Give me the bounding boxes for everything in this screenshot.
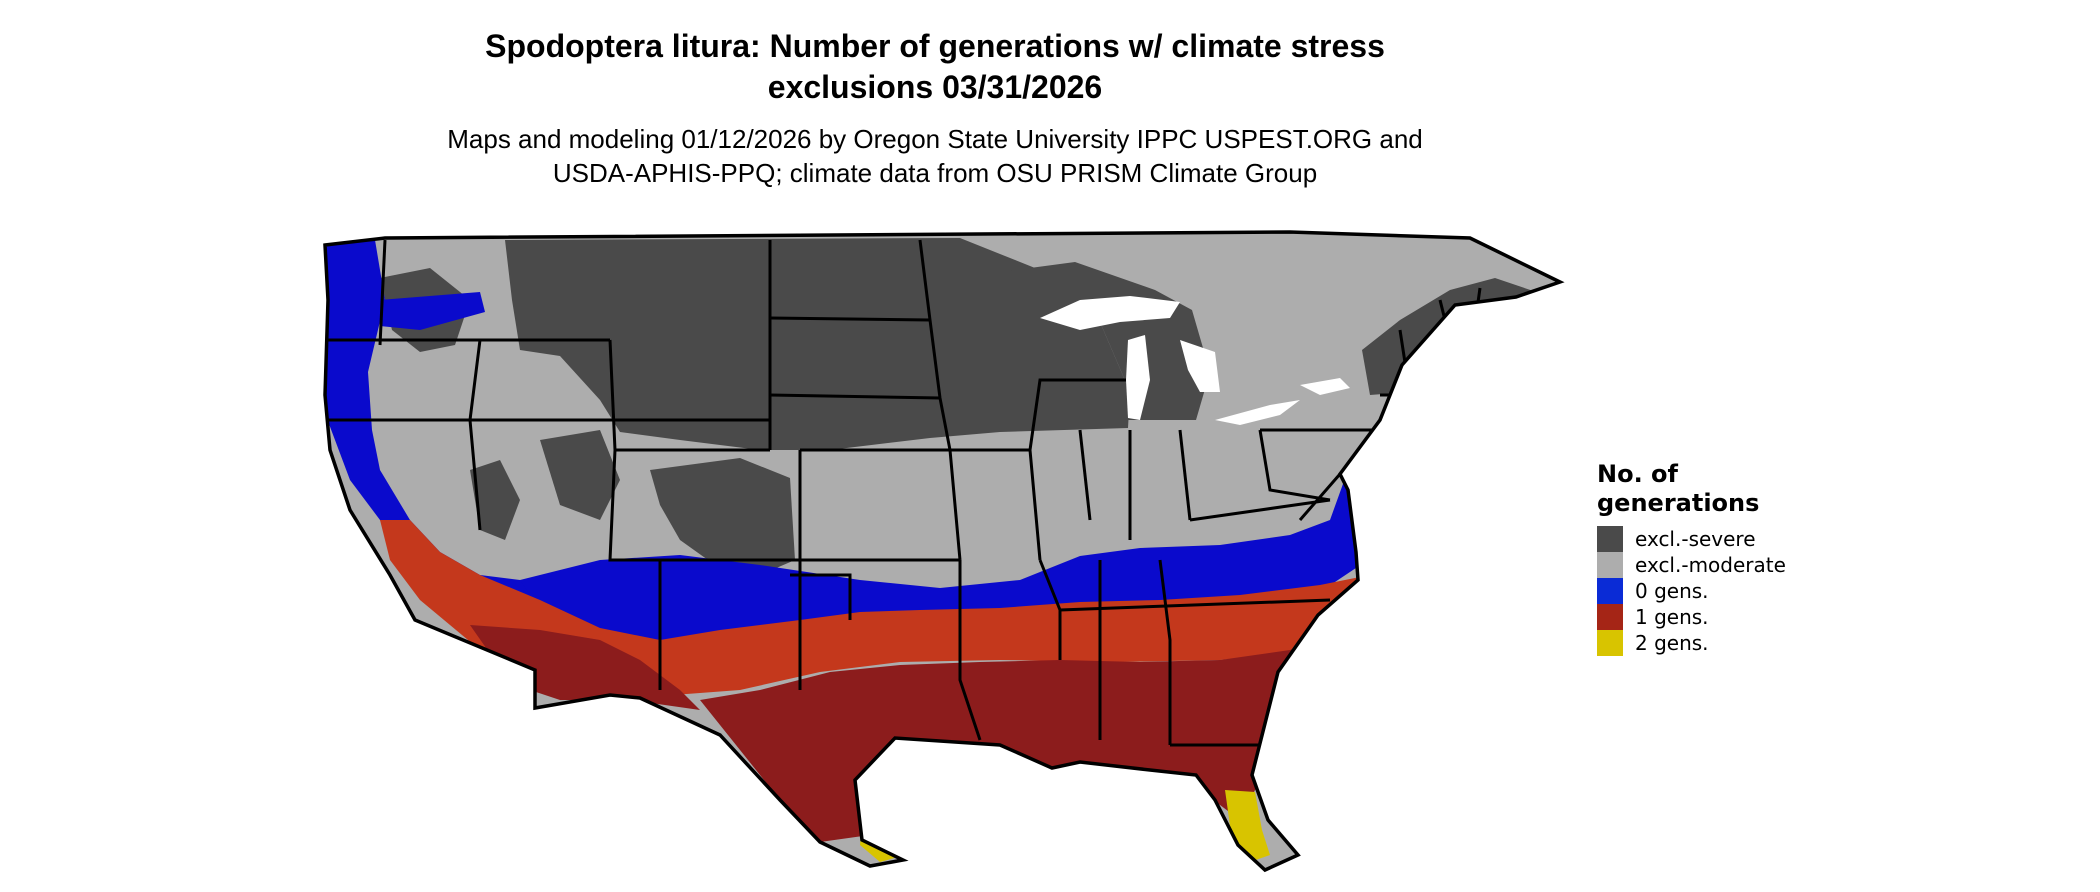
one-gens-dark-desert-southwest bbox=[470, 625, 700, 710]
map-title: Spodoptera litura: Number of generations… bbox=[0, 26, 1870, 108]
lake-huron bbox=[1180, 340, 1220, 392]
legend-item: 2 gens. bbox=[1597, 630, 1786, 656]
legend-item: 1 gens. bbox=[1597, 604, 1786, 630]
map-subtitle: Maps and modeling 01/12/2026 by Oregon S… bbox=[0, 122, 1870, 190]
map-subtitle-line1: Maps and modeling 01/12/2026 by Oregon S… bbox=[447, 124, 1423, 154]
legend-label: 0 gens. bbox=[1635, 579, 1709, 603]
one-gens-light-southern-band bbox=[380, 520, 1372, 696]
zero-gens-southern-belt bbox=[520, 470, 1370, 672]
legend-label: excl.-moderate bbox=[1635, 553, 1786, 577]
legend-swatch bbox=[1597, 552, 1623, 578]
legend-swatch bbox=[1597, 604, 1623, 630]
one-gens-dark-gulf-south bbox=[700, 630, 1350, 842]
legend-swatch bbox=[1597, 526, 1623, 552]
great-lakes bbox=[1040, 296, 1350, 425]
legend-title: No. of generations bbox=[1597, 460, 1777, 518]
legend-label: excl.-severe bbox=[1635, 527, 1756, 551]
legend-item: 0 gens. bbox=[1597, 578, 1786, 604]
lake-michigan bbox=[1126, 335, 1150, 420]
map-title-line2: exclusions 03/31/2026 bbox=[767, 69, 1103, 105]
legend: No. of generations excl.-severe excl.-mod… bbox=[1597, 460, 1786, 656]
map-subtitle-line2: USDA-APHIS-PPQ; climate data from OSU PR… bbox=[552, 158, 1318, 188]
legend-item: excl.-severe bbox=[1597, 526, 1786, 552]
legend-title-line1: No. of bbox=[1597, 460, 1678, 488]
lake-ontario bbox=[1300, 378, 1350, 395]
one-gens-dark-zones bbox=[470, 625, 1350, 842]
one-gens-light-zones bbox=[380, 520, 1372, 696]
legend-title-line2: generations bbox=[1597, 489, 1760, 517]
lake-erie bbox=[1215, 400, 1300, 425]
legend-label: 1 gens. bbox=[1635, 605, 1709, 629]
two-gens-zones bbox=[860, 790, 1270, 862]
excl-severe-sierra bbox=[470, 460, 520, 540]
map-title-line1: Spodoptera litura: Number of generations… bbox=[485, 28, 1385, 64]
legend-swatch bbox=[1597, 630, 1623, 656]
lake-superior bbox=[1040, 296, 1180, 330]
legend-label: 2 gens. bbox=[1635, 631, 1709, 655]
zero-gens-puget bbox=[380, 292, 485, 330]
legend-item: excl.-moderate bbox=[1597, 552, 1786, 578]
legend-items: excl.-severe excl.-moderate 0 gens. 1 gens.… bbox=[1597, 526, 1786, 656]
excl-severe-northern-plains bbox=[505, 238, 1130, 450]
legend-swatch bbox=[1597, 578, 1623, 604]
state-borders bbox=[325, 239, 1482, 747]
excl-severe-rockies bbox=[650, 458, 795, 575]
excl-severe-nevada-ranges bbox=[540, 430, 620, 520]
